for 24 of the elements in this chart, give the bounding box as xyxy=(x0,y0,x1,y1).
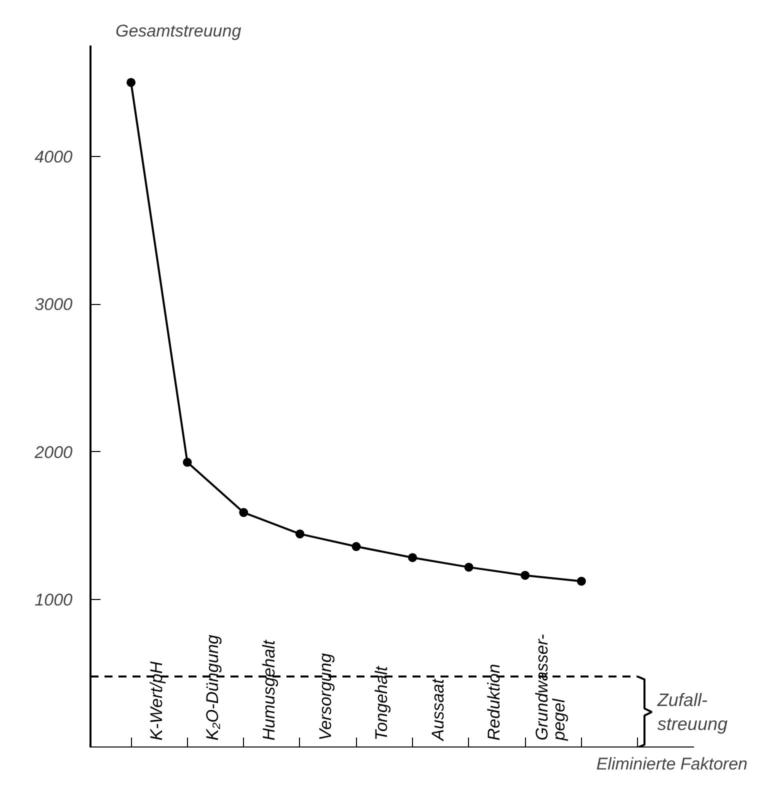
point xyxy=(295,529,304,538)
annotation: Tongehalt xyxy=(372,665,392,740)
annotation: Grundwasser- pegel xyxy=(532,634,569,742)
annotation: K₂O-Düngung xyxy=(203,634,222,740)
annotation: K-Wert/pH xyxy=(146,660,166,740)
point xyxy=(576,576,586,586)
x-axis-title: Eliminierte Faktoren xyxy=(596,754,748,774)
point xyxy=(239,508,248,518)
point xyxy=(352,542,361,551)
annotation: Versorgung xyxy=(316,652,335,740)
annotation: Reduktion xyxy=(484,664,504,740)
y-tick-label: 3000 xyxy=(34,295,74,314)
annotation: Aussaat xyxy=(428,678,448,742)
annotation: Humusgehalt xyxy=(259,639,278,740)
y-axis-title: Gesamtstreuung xyxy=(116,22,242,40)
y-tick-label: 2000 xyxy=(34,442,74,462)
point xyxy=(182,458,192,467)
point xyxy=(408,553,418,562)
point xyxy=(520,570,530,580)
ref-line-label: Zufall- streuung xyxy=(656,690,728,734)
y-tick-label: 4000 xyxy=(34,147,74,166)
y-tick-label: 1000 xyxy=(34,590,74,610)
point xyxy=(126,78,136,87)
point xyxy=(464,562,474,572)
